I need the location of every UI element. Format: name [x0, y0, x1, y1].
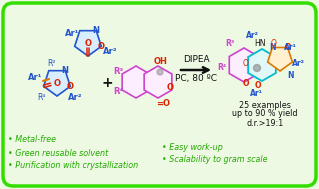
- Text: O: O: [98, 42, 105, 51]
- Text: O: O: [271, 39, 277, 47]
- Text: N: N: [287, 71, 293, 81]
- Text: HN: HN: [254, 39, 266, 47]
- Text: O: O: [255, 81, 261, 90]
- Text: Ar¹: Ar¹: [249, 88, 263, 98]
- Text: R⁴: R⁴: [37, 94, 45, 102]
- Text: Ar²: Ar²: [246, 30, 258, 40]
- Polygon shape: [268, 47, 293, 71]
- Text: • Metal-free: • Metal-free: [8, 136, 56, 145]
- Text: 25 examples: 25 examples: [239, 101, 291, 109]
- Polygon shape: [248, 49, 276, 81]
- Text: O: O: [167, 83, 174, 91]
- Text: +: +: [101, 76, 113, 90]
- Text: Ar¹: Ar¹: [28, 74, 42, 83]
- Polygon shape: [75, 31, 101, 56]
- Text: O: O: [285, 43, 291, 52]
- Text: R⁴: R⁴: [217, 64, 226, 73]
- Text: R²: R²: [48, 60, 56, 68]
- Polygon shape: [229, 48, 259, 82]
- Text: Ar²: Ar²: [68, 94, 82, 102]
- Polygon shape: [144, 66, 172, 98]
- Text: N: N: [93, 26, 100, 35]
- Text: R⁴: R⁴: [113, 88, 123, 97]
- Text: O: O: [53, 79, 60, 88]
- Text: R³: R³: [113, 67, 123, 77]
- Text: OH: OH: [154, 57, 168, 67]
- Text: DIPEA: DIPEA: [183, 56, 209, 64]
- Circle shape: [157, 69, 163, 75]
- Text: R³: R³: [226, 39, 235, 47]
- Text: • Purification with crystallization: • Purification with crystallization: [8, 161, 138, 170]
- Text: PC, 80 ºC: PC, 80 ºC: [175, 74, 217, 83]
- Polygon shape: [44, 71, 70, 96]
- Text: =O: =O: [156, 99, 170, 108]
- Text: O: O: [85, 40, 92, 49]
- FancyBboxPatch shape: [3, 3, 316, 186]
- Text: Ar¹: Ar¹: [284, 43, 296, 53]
- Text: • Easy work-up: • Easy work-up: [162, 143, 223, 152]
- Text: • Green reusable solvent: • Green reusable solvent: [8, 149, 108, 157]
- Text: up to 90 % yield: up to 90 % yield: [232, 109, 298, 119]
- Text: O: O: [243, 78, 249, 88]
- Polygon shape: [122, 66, 150, 98]
- Text: Ar²: Ar²: [103, 47, 117, 57]
- Text: N: N: [62, 66, 69, 75]
- Text: Ar¹: Ar¹: [65, 29, 79, 39]
- Text: • Scalability to gram scale: • Scalability to gram scale: [162, 156, 268, 164]
- Text: Ar²: Ar²: [292, 59, 305, 67]
- Circle shape: [254, 64, 261, 71]
- Text: d.r.>19:1: d.r.>19:1: [246, 119, 284, 128]
- Text: N: N: [269, 43, 276, 52]
- Text: O: O: [67, 82, 74, 91]
- Text: O: O: [243, 59, 249, 67]
